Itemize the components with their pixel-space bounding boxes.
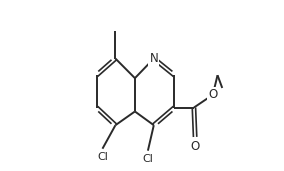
- Text: Cl: Cl: [143, 154, 153, 164]
- Text: O: O: [208, 88, 218, 101]
- Text: O: O: [191, 140, 200, 153]
- Text: N: N: [149, 52, 158, 65]
- Text: Cl: Cl: [97, 152, 108, 162]
